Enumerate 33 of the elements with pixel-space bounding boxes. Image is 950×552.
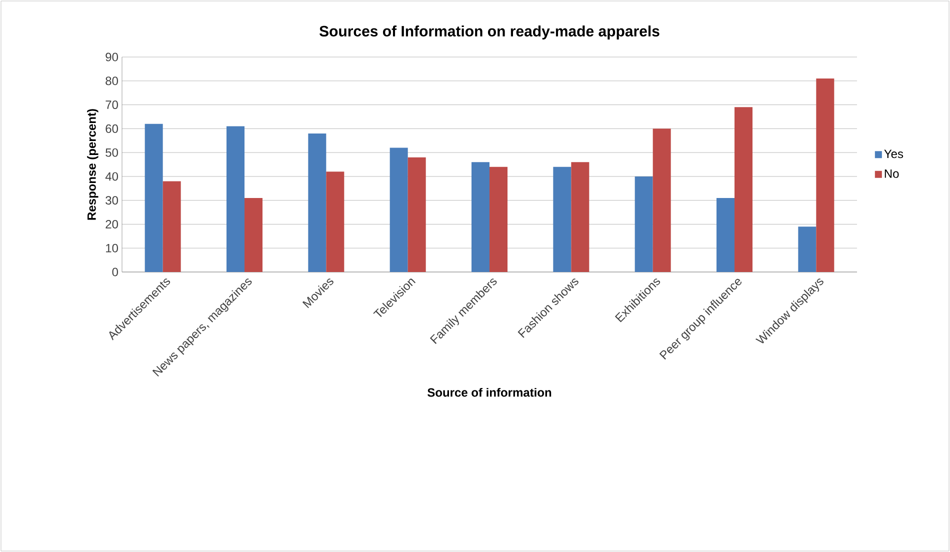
bar	[571, 162, 590, 272]
bar	[226, 126, 245, 272]
y-tick-label: 30	[106, 196, 118, 205]
bar	[798, 226, 816, 272]
bar	[244, 198, 263, 272]
y-tick-label: 40	[105, 172, 118, 181]
bar	[390, 148, 408, 272]
bar	[734, 107, 753, 272]
bar	[144, 124, 163, 272]
x-axis-title: Source of information	[428, 388, 552, 397]
bar	[490, 166, 508, 272]
y-tick-label: 80	[106, 76, 118, 86]
chart-title: Sources of Information on ready-made apparels	[319, 25, 660, 40]
bar	[634, 176, 653, 272]
bar	[326, 172, 344, 272]
bar	[472, 162, 490, 272]
y-tick-label: 0	[112, 268, 118, 276]
y-tick-label: 20	[106, 220, 118, 228]
bar	[652, 128, 671, 272]
legend-label: No	[884, 170, 899, 178]
bar	[716, 198, 735, 272]
bar	[408, 157, 426, 272]
y-axis-title: Response (percent)	[87, 109, 98, 220]
legend-label: Yes	[884, 150, 904, 158]
y-tick-label: 60	[106, 124, 118, 133]
bar	[553, 166, 572, 272]
bar	[816, 78, 834, 272]
bar	[162, 181, 181, 272]
y-tick-label: 90	[106, 52, 118, 62]
y-tick-label: 50	[106, 148, 118, 157]
bar	[308, 133, 326, 272]
y-tick-label: 70	[106, 100, 118, 110]
y-tick-label: 10	[106, 244, 118, 252]
